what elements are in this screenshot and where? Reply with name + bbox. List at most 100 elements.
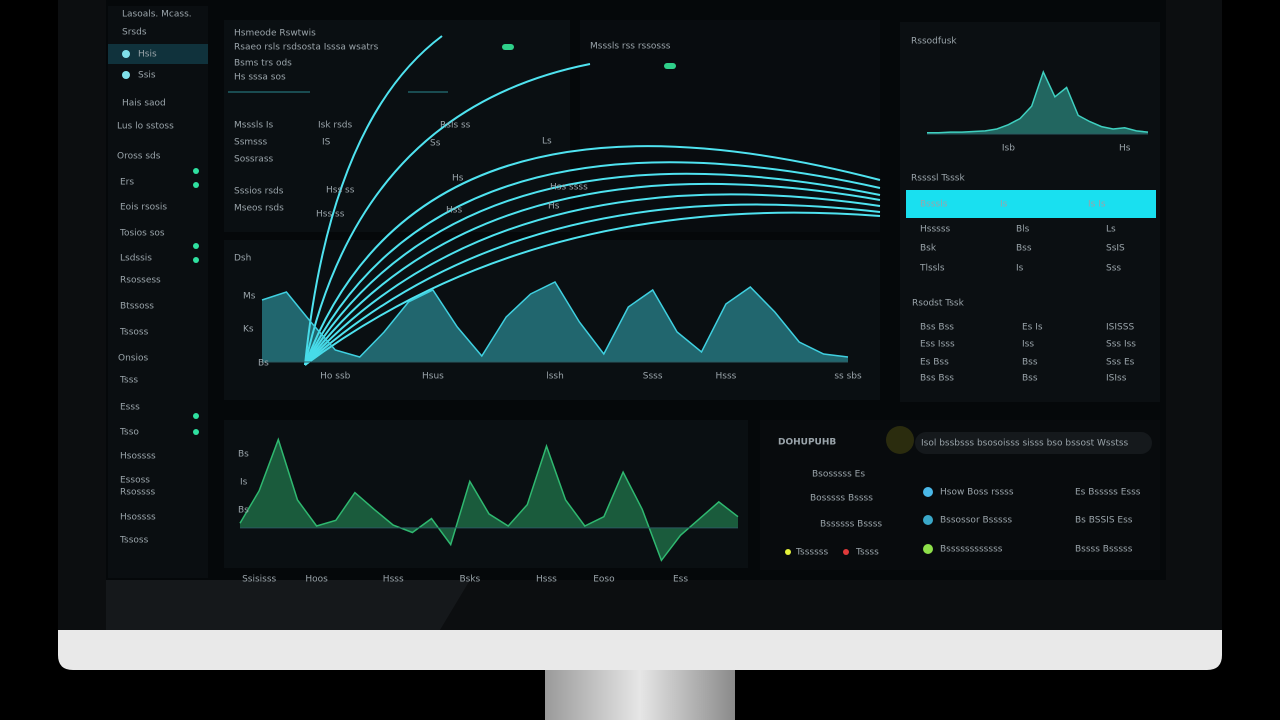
chart-note: Ss (430, 139, 441, 149)
table-cell: Bss Bss (920, 323, 954, 333)
nav-item[interactable]: Tssoss (119, 536, 149, 546)
nav-item[interactable]: Esss (120, 403, 140, 413)
x-label: Hoos (305, 575, 328, 585)
nav-item[interactable]: Hsossss (120, 513, 156, 523)
nav-item[interactable]: Lsdssis (120, 254, 152, 264)
status-dot (193, 168, 199, 174)
x-label: Ho ssb (320, 372, 351, 382)
table-cell: Sss Iss (1106, 340, 1136, 350)
table-cell: Tlssls (919, 264, 945, 274)
faded-text: Bosssss Bssss (810, 494, 873, 504)
monitor-stand (545, 665, 735, 720)
nav-item[interactable]: Tssoss (119, 328, 149, 338)
panel-title: Hsmeode Rswtwis (234, 29, 316, 39)
monitor-chin (58, 620, 1222, 670)
table-cell: Bss Bss (920, 374, 954, 384)
x-label: Hsss (536, 575, 557, 585)
summary-title: DOHUPUHB (778, 438, 836, 448)
fan-line (304, 63, 591, 366)
nav-item[interactable]: Essoss (120, 476, 150, 486)
nav-item[interactable]: Btssoss (120, 302, 154, 312)
fan-line (304, 35, 443, 366)
status-dot (193, 243, 199, 249)
fan-line (304, 203, 881, 366)
nav-item[interactable]: Lus lo sstoss (117, 122, 174, 132)
fan-line (304, 172, 881, 366)
row-label: Ssmsss (234, 138, 268, 148)
panel (224, 420, 748, 568)
nav-item[interactable]: Hsis (138, 50, 157, 60)
nav-item[interactable]: Rsossss (120, 488, 156, 498)
y-label: Is (240, 478, 248, 488)
y-label: Ms (243, 292, 256, 302)
y-label: Bs (238, 450, 249, 460)
fan-line (304, 211, 881, 366)
nav-item[interactable]: Rsossess (120, 276, 161, 286)
table-header: Is (1000, 200, 1008, 210)
faded-text: Bsosssss Es (812, 470, 865, 480)
x-label: Hsss (715, 372, 736, 382)
status-glow (886, 426, 914, 454)
panel-text: Bsms trs ods (234, 59, 292, 69)
chart-note: Hs (548, 202, 560, 212)
chart-note: Rsls ss (440, 121, 471, 131)
faded-text: Bssssss Bssss (820, 520, 882, 530)
nav-icon (122, 50, 130, 58)
table-header: Bsssls (920, 200, 948, 210)
status-dot (193, 182, 199, 188)
nav-item[interactable]: Eois rsosis (120, 203, 167, 213)
row-value: Bssss Bsssss (1075, 545, 1133, 555)
table-cell: Bss (1016, 244, 1032, 254)
legend-label: Tssss (855, 548, 879, 558)
nav-item[interactable]: Tsss (119, 376, 138, 386)
chart-note: Ls (542, 137, 552, 147)
table-cell: Sss Es (1106, 358, 1135, 368)
row-label: Sssios rsds (234, 187, 284, 197)
table-cell: Bss (1022, 374, 1038, 384)
y-label: Bs (238, 506, 249, 516)
chart-title: Dsh (234, 254, 251, 264)
legend-label: Tssssss (795, 548, 828, 558)
status-pill (502, 44, 514, 50)
x-label: Ssisisss (242, 575, 276, 585)
table-cell: Bss (1022, 358, 1038, 368)
nav-item[interactable]: Hais saod (122, 99, 166, 109)
table-cell: SsIS (1106, 244, 1125, 254)
row-label: IS (322, 138, 331, 148)
nav-item[interactable]: Ers (120, 178, 134, 188)
area-line (261, 281, 849, 358)
table-cell: Bls (1016, 225, 1030, 235)
table-cell: Ess Isss (920, 340, 955, 350)
panel (224, 240, 880, 400)
nav-item[interactable]: Srsds (122, 28, 147, 38)
table-title: Rssssl Tsssk (911, 174, 965, 184)
status-dot (193, 429, 199, 435)
status-dot (193, 413, 199, 419)
area-fill (927, 72, 1148, 134)
x-label: Eoso (593, 575, 615, 585)
x-label: lssh (546, 372, 564, 382)
panel-subtitle: Rsaeo rsls rsdsosta Isssa wsatrs (234, 43, 379, 53)
nav-item[interactable]: Hsossss (120, 452, 156, 462)
row-label: Hsow Boss rssss (940, 488, 1014, 498)
search-text[interactable]: Isol bssbsss bsosoisss sisss bso bssost … (921, 439, 1129, 449)
chart-note: Hss (446, 206, 462, 216)
nav-item[interactable]: Ssis (138, 71, 156, 81)
table-title: Rsodst Tssk (912, 299, 965, 309)
chart-note: Hs (452, 174, 464, 184)
nav-item[interactable]: Tsso (119, 428, 139, 438)
nav-item[interactable]: Tosios sos (119, 229, 165, 239)
fan-line (304, 182, 881, 366)
legend-dot (843, 549, 849, 555)
row-icon (923, 515, 933, 525)
legend-dot (785, 549, 791, 555)
panel-text: Hs sssa sos (234, 73, 286, 83)
x-label: Hs (1119, 144, 1131, 154)
area-line (927, 69, 1149, 134)
search-box[interactable] (915, 432, 1152, 454)
x-label: Ssss (643, 372, 663, 382)
fan-line (304, 161, 881, 366)
sidebar (108, 6, 208, 578)
y-label: Bs (258, 359, 269, 369)
